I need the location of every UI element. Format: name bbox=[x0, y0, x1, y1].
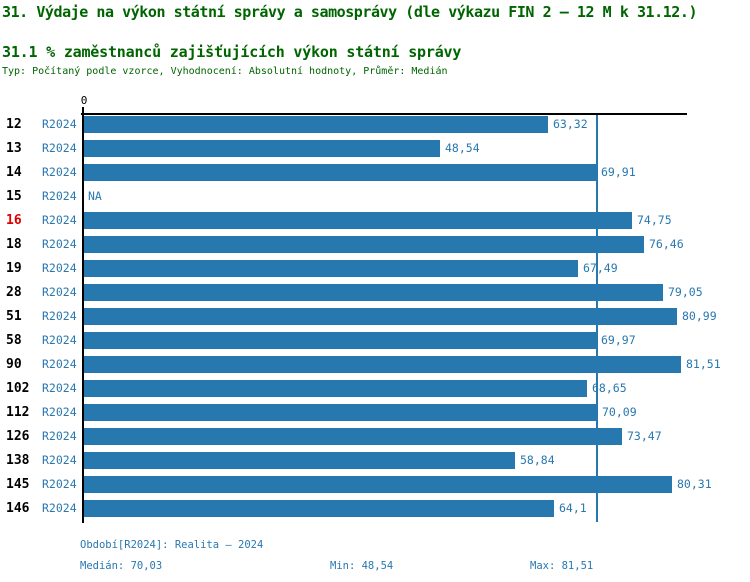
bar-value-label: 64,1 bbox=[559, 501, 587, 515]
bar-value-label: 48,54 bbox=[445, 141, 480, 155]
footer-max-label: Max: 81,51 bbox=[530, 560, 594, 572]
chart-row: 146 R2024 64,1 bbox=[0, 500, 750, 517]
chart-row: 58 R2024 69,97 bbox=[0, 332, 750, 349]
value-bar bbox=[84, 452, 515, 469]
chart-row: 13 R2024 48,54 bbox=[0, 140, 750, 157]
value-bar bbox=[84, 428, 622, 445]
row-category-label: 102 bbox=[6, 381, 30, 396]
bar-value-label: 63,32 bbox=[553, 117, 588, 131]
value-bar bbox=[84, 212, 632, 229]
value-bar bbox=[84, 308, 677, 325]
row-period-label: R2024 bbox=[42, 357, 77, 371]
bar-value-label: 68,65 bbox=[592, 381, 627, 395]
row-category-label: 18 bbox=[6, 237, 22, 252]
bar-value-label: 73,47 bbox=[627, 429, 662, 443]
indicator-meta-line: Typ: Počítaný podle vzorce, Vyhodnocení:… bbox=[2, 66, 448, 77]
value-bar bbox=[84, 500, 554, 517]
bar-value-label: 76,46 bbox=[649, 237, 684, 251]
bar-value-label: 79,05 bbox=[668, 285, 703, 299]
value-bar bbox=[84, 116, 548, 133]
y-axis-line bbox=[82, 107, 84, 523]
chart-row: 18 R2024 76,46 bbox=[0, 236, 750, 253]
row-category-label: 15 bbox=[6, 189, 22, 204]
chart-row: 16 R2024 74,75 bbox=[0, 212, 750, 229]
row-period-label: R2024 bbox=[42, 477, 77, 491]
row-category-label: 28 bbox=[6, 285, 22, 300]
row-period-label: R2024 bbox=[42, 453, 77, 467]
chart-row: 102 R2024 68,65 bbox=[0, 380, 750, 397]
row-period-label: R2024 bbox=[42, 141, 77, 155]
row-period-label: R2024 bbox=[42, 501, 77, 515]
row-category-label: 146 bbox=[6, 501, 30, 516]
row-period-label: R2024 bbox=[42, 189, 77, 203]
footer-median-label: Medián: 70,03 bbox=[80, 560, 163, 572]
chart-row: 28 R2024 79,05 bbox=[0, 284, 750, 301]
row-period-label: R2024 bbox=[42, 309, 77, 323]
bar-value-label: 69,91 bbox=[601, 165, 636, 179]
bar-value-label: 74,75 bbox=[637, 213, 672, 227]
value-bar bbox=[84, 404, 597, 421]
bar-value-label: 67,49 bbox=[583, 261, 618, 275]
row-period-label: R2024 bbox=[42, 429, 77, 443]
row-period-label: R2024 bbox=[42, 333, 77, 347]
x-axis-line bbox=[81, 113, 687, 115]
chart-row: 126 R2024 73,47 bbox=[0, 428, 750, 445]
value-bar bbox=[84, 380, 587, 397]
chart-row: 51 R2024 80,99 bbox=[0, 308, 750, 325]
report-title: 31. Výdaje na výkon státní správy a samo… bbox=[2, 3, 698, 21]
row-category-label: 14 bbox=[6, 165, 22, 180]
chart-row: 145 R2024 80,31 bbox=[0, 476, 750, 493]
chart-row: 138 R2024 58,84 bbox=[0, 452, 750, 469]
row-category-label: 12 bbox=[6, 117, 22, 132]
row-period-label: R2024 bbox=[42, 237, 77, 251]
row-category-label: 58 bbox=[6, 333, 22, 348]
x-axis-zero-tick-label: 0 bbox=[80, 94, 88, 107]
row-period-label: R2024 bbox=[42, 285, 77, 299]
row-category-label: 90 bbox=[6, 357, 22, 372]
row-period-label: R2024 bbox=[42, 117, 77, 131]
row-period-label: R2024 bbox=[42, 405, 77, 419]
bar-value-label: 80,31 bbox=[677, 477, 712, 491]
value-bar bbox=[84, 356, 681, 373]
value-bar bbox=[84, 140, 440, 157]
chart-row: 112 R2024 70,09 bbox=[0, 404, 750, 421]
value-bar bbox=[84, 260, 578, 277]
value-bar bbox=[84, 164, 596, 181]
chart-row: 15 R2024 NA bbox=[0, 188, 750, 205]
bar-value-label: 69,97 bbox=[601, 333, 636, 347]
row-category-label: 13 bbox=[6, 141, 22, 156]
bar-value-label: 81,51 bbox=[686, 357, 721, 371]
chart-row: 14 R2024 69,91 bbox=[0, 164, 750, 181]
chart-row: 12 R2024 63,32 bbox=[0, 116, 750, 133]
footer-min-label: Min: 48,54 bbox=[330, 560, 394, 572]
bar-value-label: 80,99 bbox=[682, 309, 717, 323]
row-category-label: 16 bbox=[6, 213, 22, 228]
bar-value-label: 58,84 bbox=[520, 453, 555, 467]
bar-value-label: NA bbox=[88, 189, 102, 203]
footer-period-label: Období[R2024]: Realita – 2024 bbox=[80, 539, 264, 551]
value-bar bbox=[84, 332, 596, 349]
row-period-label: R2024 bbox=[42, 261, 77, 275]
bar-value-label: 70,09 bbox=[602, 405, 637, 419]
row-category-label: 19 bbox=[6, 261, 22, 276]
value-bar bbox=[84, 284, 663, 301]
chart-row: 19 R2024 67,49 bbox=[0, 260, 750, 277]
indicator-subtitle: 31.1 % zaměstnanců zajišťujících výkon s… bbox=[2, 43, 462, 61]
row-category-label: 145 bbox=[6, 477, 30, 492]
row-category-label: 138 bbox=[6, 453, 30, 468]
row-category-label: 126 bbox=[6, 429, 30, 444]
value-bar bbox=[84, 476, 672, 493]
value-bar bbox=[84, 236, 644, 253]
row-period-label: R2024 bbox=[42, 213, 77, 227]
chart-row: 90 R2024 81,51 bbox=[0, 356, 750, 373]
row-period-label: R2024 bbox=[42, 381, 77, 395]
row-period-label: R2024 bbox=[42, 165, 77, 179]
row-category-label: 112 bbox=[6, 405, 30, 420]
row-category-label: 51 bbox=[6, 309, 22, 324]
